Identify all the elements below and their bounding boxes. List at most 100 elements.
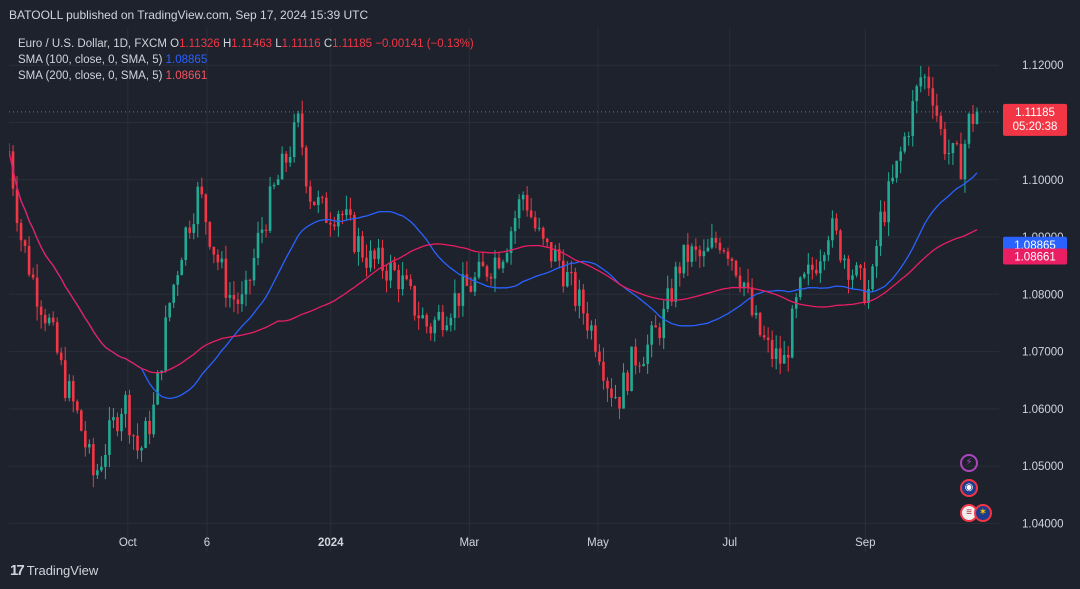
candle-body xyxy=(196,186,200,225)
candle-body xyxy=(698,249,702,257)
publisher-line: BATOOLL published on TradingView.com, Se… xyxy=(9,8,369,22)
candle-body xyxy=(228,295,232,298)
candle-body xyxy=(967,113,971,144)
candle-body xyxy=(349,209,352,215)
candle-body xyxy=(895,160,898,178)
candle-body xyxy=(887,181,890,223)
candle-body xyxy=(726,251,730,259)
lightning-icon[interactable]: ⚡ xyxy=(960,454,978,472)
candle-body xyxy=(429,326,433,334)
candle-body xyxy=(465,274,469,286)
candle-body xyxy=(835,218,838,231)
candle-body xyxy=(911,101,915,136)
candle-body xyxy=(525,194,529,211)
candle-body xyxy=(256,232,260,258)
candle-body xyxy=(397,269,400,290)
y-tick-label: 1.06000 xyxy=(1022,404,1064,416)
candle-body xyxy=(570,272,573,274)
candle-body xyxy=(529,210,533,218)
low-label: L xyxy=(275,38,282,50)
candle-body xyxy=(345,209,348,216)
candle-body xyxy=(292,122,296,157)
candle-body xyxy=(469,285,473,292)
candle-body xyxy=(839,230,842,261)
candle-body xyxy=(188,227,192,233)
sma100-row[interactable]: SMA (100, close, 0, SMA, 5) 1.08865 xyxy=(18,52,474,68)
candle-body xyxy=(843,258,846,261)
candle-body xyxy=(192,224,196,233)
candle-body xyxy=(915,86,919,102)
candle-body xyxy=(421,315,425,319)
candle-body xyxy=(855,265,858,276)
high-label: H xyxy=(222,38,232,50)
candle-body xyxy=(505,253,509,262)
candle-body xyxy=(939,115,943,129)
symbol-label[interactable]: Euro / U.S. Dollar, 1D, FXCM xyxy=(18,38,167,50)
candle-body xyxy=(578,289,581,306)
open-value: 1.11326 xyxy=(179,38,220,50)
high-value: 1.11463 xyxy=(231,38,273,50)
candle-body xyxy=(746,282,750,288)
candle-body xyxy=(959,143,963,180)
candle-body xyxy=(441,311,445,331)
candle-body xyxy=(614,396,617,398)
candle-body xyxy=(770,339,774,359)
candle-body xyxy=(405,275,408,280)
y-tick-label: 1.12000 xyxy=(1022,60,1064,72)
candle-body xyxy=(300,113,304,148)
y-tick-label: 1.07000 xyxy=(1022,347,1064,359)
candle-body xyxy=(686,244,690,262)
sma200-row[interactable]: SMA (200, close, 0, SMA, 5) 1.08661 xyxy=(18,68,474,84)
candle-body xyxy=(168,302,171,318)
last-price-tag xyxy=(1003,103,1067,136)
candle-body xyxy=(35,277,39,307)
candle-body xyxy=(618,396,621,409)
candle-body xyxy=(738,275,742,288)
low-value: 1.11116 xyxy=(281,38,321,50)
candle-body xyxy=(108,420,111,455)
candle-body xyxy=(975,111,979,125)
candle-body xyxy=(337,213,340,227)
candle-body xyxy=(481,261,485,267)
candle-body xyxy=(750,287,754,316)
x-tick-label: Mar xyxy=(459,537,479,549)
candle-body xyxy=(758,312,762,336)
candle-body xyxy=(919,77,923,87)
candle-body xyxy=(574,272,577,306)
candle-body xyxy=(373,250,376,260)
price-chart[interactable]: 1.120001.110001.100001.090001.080001.070… xyxy=(7,28,1073,552)
candle-body xyxy=(811,264,814,270)
candle-body xyxy=(377,247,380,260)
candle-body xyxy=(662,308,666,339)
close-value: 1.11185 xyxy=(332,38,373,50)
candle-body xyxy=(51,317,55,323)
candle-body xyxy=(276,179,280,185)
candle-body xyxy=(935,105,939,116)
candle-body xyxy=(642,363,645,367)
last-price-label: 1.11185 xyxy=(1015,107,1055,119)
candle-body xyxy=(646,344,649,364)
candle-body xyxy=(690,246,694,262)
candle-body xyxy=(312,201,316,206)
candle-body xyxy=(798,277,802,298)
candle-body xyxy=(774,348,778,359)
chart-svg[interactable]: 1.120001.110001.100001.090001.080001.070… xyxy=(7,28,1073,552)
candle-body xyxy=(353,214,356,252)
tradingview-logo[interactable]: 17 TradingView xyxy=(10,562,98,579)
sma200-line xyxy=(8,151,978,374)
candle-body xyxy=(521,194,525,200)
candle-body xyxy=(634,346,637,366)
candle-body xyxy=(288,156,292,163)
candle-body xyxy=(610,388,613,398)
candle-body xyxy=(132,435,135,437)
candle-body xyxy=(722,250,726,252)
candle-body xyxy=(248,279,252,281)
candle-body xyxy=(252,257,256,281)
flag-eu-icon[interactable]: ✶ xyxy=(974,504,992,522)
candle-body xyxy=(598,351,601,362)
candle-body xyxy=(449,317,453,326)
event-icon[interactable]: ◉ xyxy=(960,479,978,497)
candle-body xyxy=(533,217,537,229)
candle-body xyxy=(863,268,866,303)
candle-body xyxy=(658,327,661,339)
